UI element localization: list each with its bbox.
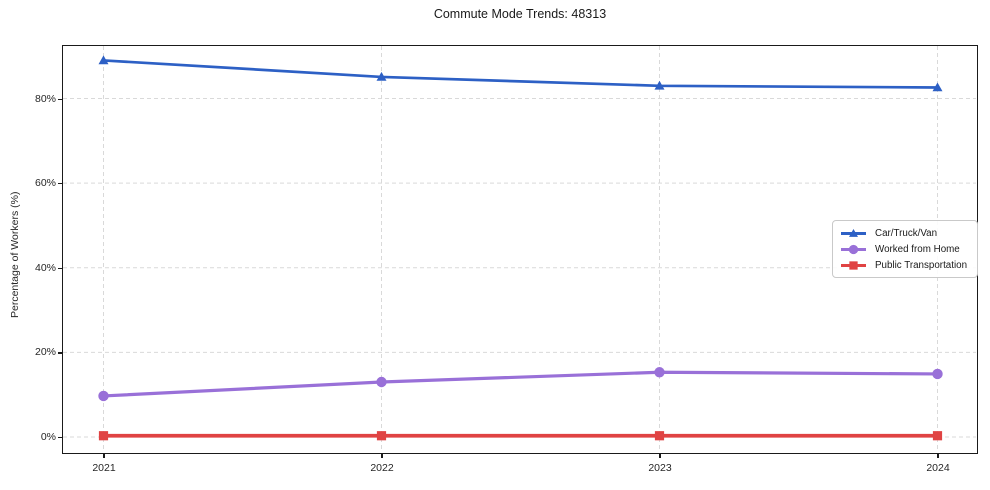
legend-entry-public-transportation: Public Transportation [840, 259, 970, 272]
data-point-marker [848, 244, 859, 254]
x-tick-mark [937, 454, 939, 458]
chart-canvas [63, 46, 976, 452]
x-tick-label: 2022 [370, 462, 394, 474]
data-point-marker [376, 376, 387, 388]
y-tick-mark [58, 437, 62, 439]
data-point-marker [654, 431, 665, 441]
data-point-marker [849, 260, 858, 270]
legend-swatch-circle [840, 243, 867, 256]
x-tick-mark [381, 454, 383, 458]
y-tick-label: 60% [34, 177, 56, 190]
x-tick-mark [659, 454, 661, 458]
x-tick-label: 2024 [926, 462, 950, 474]
x-tick-label: 2021 [92, 462, 116, 474]
data-point-marker [98, 431, 109, 441]
series-line [102, 59, 939, 89]
legend-swatch-canvas [841, 260, 866, 270]
data-point-marker [849, 228, 858, 237]
data-point-marker [654, 367, 665, 378]
series-line [101, 370, 940, 398]
y-tick-label: 0% [40, 431, 56, 443]
y-tick-label: 40% [34, 261, 56, 274]
legend-entry-worked-from-home: Worked from Home [840, 243, 970, 256]
legend-swatch-triangle [840, 227, 867, 240]
x-tick-label: 2023 [648, 462, 672, 474]
data-point-marker [376, 431, 387, 441]
y-tick-label: 20% [34, 346, 56, 359]
legend-swatch-canvas [841, 244, 866, 254]
data-point-marker [932, 368, 943, 380]
y-axis-label: Percentage of Workers (%) [9, 191, 21, 318]
data-point-marker [932, 82, 943, 92]
y-tick-mark [58, 98, 62, 100]
y-tick-mark [58, 183, 62, 185]
legend-swatch-canvas [841, 228, 866, 237]
plot-area [62, 45, 978, 454]
legend-label: Public Transportation [875, 259, 968, 271]
data-point-marker [98, 390, 109, 402]
series-worked-from-home [98, 367, 943, 402]
data-point-marker [98, 55, 109, 65]
data-point-marker [932, 431, 943, 441]
y-tick-mark [58, 267, 62, 270]
legend-label: Car/Truck/Van [875, 227, 938, 239]
legend-swatch-square [840, 259, 867, 272]
data-point-marker [654, 80, 665, 90]
chart-title: Commute Mode Trends: 48313 [433, 7, 607, 21]
legend: Car/Truck/Van Worked from Home Public Tr… [832, 220, 978, 278]
legend-label: Worked from Home [875, 243, 960, 255]
series-public-transportation [98, 431, 943, 441]
series-car-truck-van [98, 55, 943, 92]
x-tick-mark [103, 454, 105, 458]
y-tick-label: 80% [34, 92, 56, 105]
y-tick-mark [58, 352, 62, 354]
legend-entry-car-truck-van: Car/Truck/Van [840, 227, 970, 240]
data-point-marker [376, 71, 387, 81]
